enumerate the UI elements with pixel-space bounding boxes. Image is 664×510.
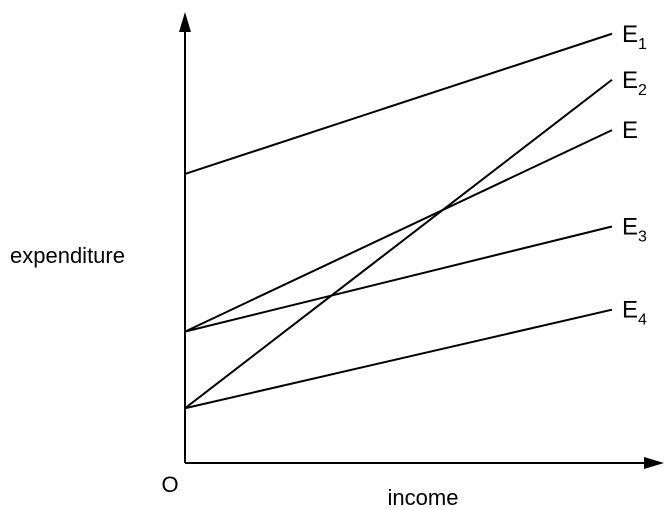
series-label-e1: E1 — [622, 21, 647, 53]
series-label-e3: E3 — [622, 213, 647, 245]
series-line-e2 — [184, 78, 613, 410]
x-axis-arrow — [644, 457, 664, 469]
series-label-e: E — [622, 117, 638, 144]
axes — [179, 12, 664, 469]
origin-label: O — [161, 472, 178, 497]
series-label-e2: E2 — [622, 67, 647, 99]
series-labels: E1 E2 E E3 E4 — [622, 21, 647, 329]
series-line-e4 — [184, 308, 613, 410]
series-line-e — [184, 129, 613, 333]
x-axis-label: income — [388, 485, 459, 510]
series-label-e4: E4 — [622, 297, 647, 329]
y-axis-label: expenditure — [10, 243, 125, 268]
y-axis-arrow — [179, 12, 191, 32]
series-group — [184, 32, 613, 410]
series-line-e1 — [184, 32, 613, 175]
series-line-e3 — [184, 225, 613, 333]
